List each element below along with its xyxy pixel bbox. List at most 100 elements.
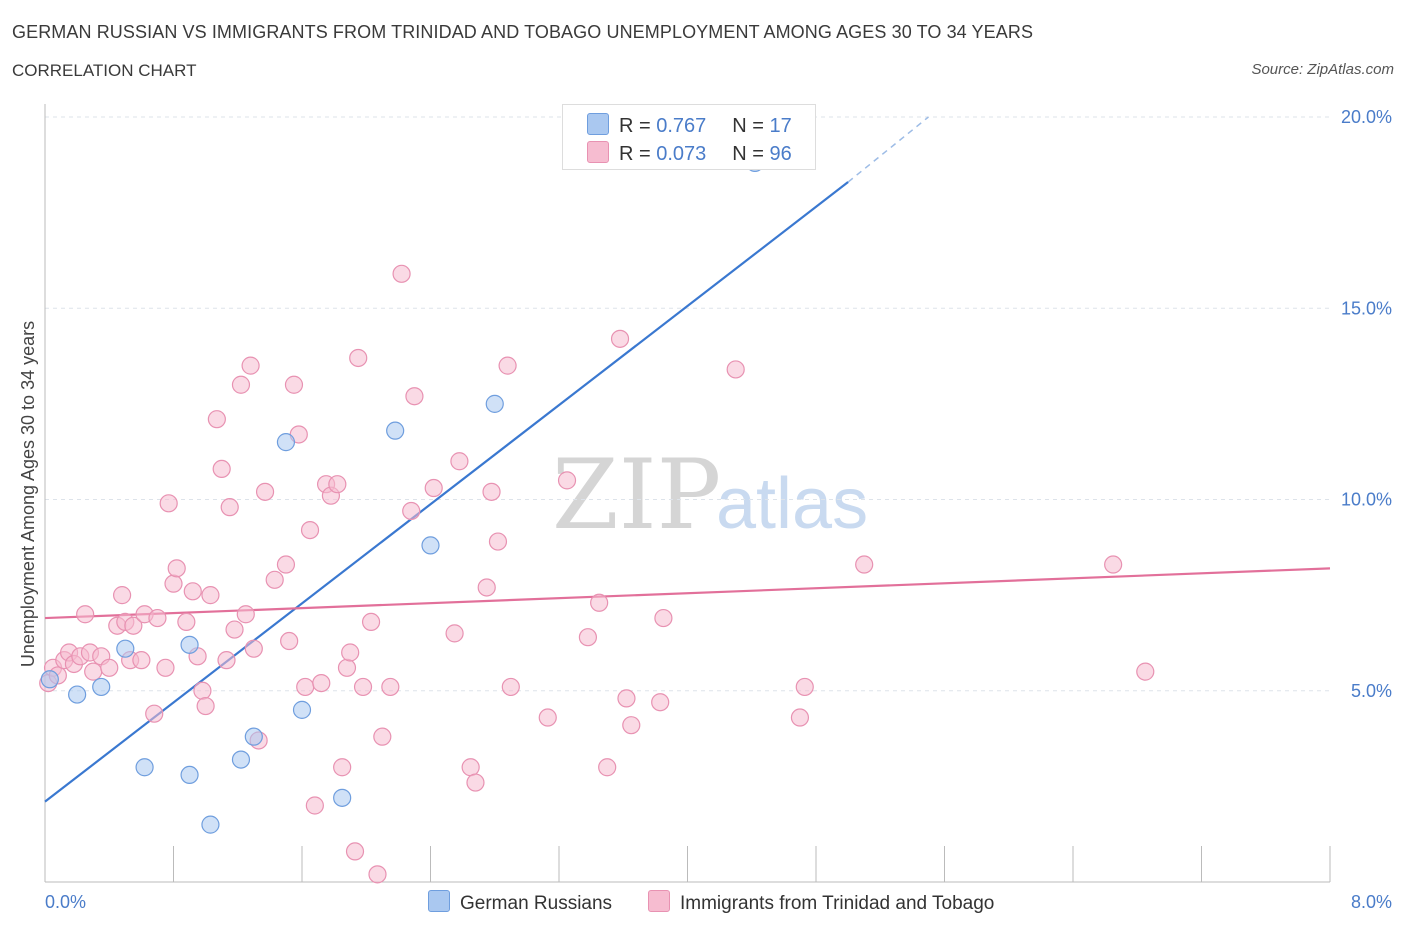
point-trinidad xyxy=(196,696,215,716)
point-trinidad xyxy=(345,842,365,861)
point-trinidad xyxy=(231,375,251,394)
point-trinidad xyxy=(300,520,320,540)
watermark-zip: ZIP xyxy=(552,439,721,551)
y-tick-label: 5.0% xyxy=(1351,681,1392,701)
legend-swatch-pink xyxy=(648,890,670,912)
point-trinidad xyxy=(220,498,239,517)
point-trinidad xyxy=(617,689,636,708)
stats-legend: R = 0.767 N = 17 R = 0.073 N = 96 xyxy=(562,104,816,170)
stats-row-german-russians: R = 0.767 N = 17 xyxy=(587,113,792,139)
point-german-russians xyxy=(92,677,111,697)
point-trinidad xyxy=(333,758,352,777)
point-trinidad xyxy=(145,704,164,723)
source-label: Source: ZipAtlas.com xyxy=(1251,61,1394,78)
watermark-atlas: atlas xyxy=(716,464,868,544)
watermark: ZIP atlas xyxy=(552,439,868,551)
point-trinidad xyxy=(726,360,745,379)
legend-label: Immigrants from Trinidad and Tobago xyxy=(680,893,995,914)
r-value: 0.767 xyxy=(656,115,707,137)
point-german-russians xyxy=(485,394,504,413)
point-trinidad xyxy=(353,677,373,697)
point-trinidad xyxy=(373,727,392,746)
point-trinidad xyxy=(578,628,598,647)
point-trinidad xyxy=(225,620,244,639)
grid xyxy=(45,116,1330,692)
y-axis-label: Unemployment Among Ages 30 to 34 years xyxy=(18,321,38,667)
point-trinidad xyxy=(405,387,424,406)
point-trinidad xyxy=(1136,662,1155,681)
chart-subtitle: CORRELATION CHART xyxy=(12,61,197,80)
point-trinidad xyxy=(501,677,520,697)
point-german-russians xyxy=(68,685,87,704)
point-german-russians xyxy=(180,765,199,785)
point-trinidad xyxy=(284,375,304,394)
point-trinidad xyxy=(392,264,411,283)
point-trinidad xyxy=(212,459,231,478)
point-trinidad xyxy=(236,605,255,624)
legend-item-german-russians: German Russians xyxy=(428,890,612,915)
point-trinidad xyxy=(201,586,220,605)
point-german-russians xyxy=(201,815,220,834)
point-trinidad xyxy=(124,616,143,635)
point-trinidad xyxy=(183,582,202,601)
point-trinidad xyxy=(164,574,183,593)
point-trinidad xyxy=(622,716,641,735)
point-trinidad xyxy=(450,452,469,471)
point-trinidad xyxy=(280,631,299,651)
point-german-russians xyxy=(180,635,199,654)
point-trinidad xyxy=(241,356,260,375)
point-trinidad xyxy=(488,532,508,551)
r-value: 0.073 xyxy=(656,143,707,165)
trend-line-extension xyxy=(847,116,929,183)
point-trinidad xyxy=(368,865,387,884)
legend-swatch-blue xyxy=(428,890,450,912)
axes xyxy=(44,104,1331,883)
trend-line-german-russians xyxy=(44,181,849,803)
point-trinidad xyxy=(654,608,673,628)
point-german-russians xyxy=(421,536,440,555)
r-label: R = xyxy=(619,143,657,165)
point-german-russians xyxy=(276,433,296,452)
point-trinidad xyxy=(1104,555,1123,574)
n-value: 96 xyxy=(769,143,792,165)
point-trinidad xyxy=(112,586,132,605)
point-trinidad xyxy=(538,708,557,727)
legend-item-trinidad: Immigrants from Trinidad and Tobago xyxy=(648,890,994,915)
point-trinidad xyxy=(296,677,315,697)
point-trinidad xyxy=(156,658,175,677)
point-trinidad xyxy=(466,773,485,792)
point-trinidad xyxy=(276,555,296,574)
point-trinidad xyxy=(159,494,178,513)
point-trinidad xyxy=(498,356,517,375)
point-trinidad xyxy=(207,410,226,429)
point-trinidad xyxy=(349,348,368,368)
trend-line-trinidad xyxy=(44,567,1331,620)
point-trinidad xyxy=(402,501,421,521)
point-german-russians xyxy=(40,670,59,689)
point-trinidad xyxy=(84,662,103,681)
point-trinidad xyxy=(461,758,480,777)
point-trinidad xyxy=(255,482,275,501)
point-trinidad xyxy=(651,693,670,712)
point-trinidad xyxy=(312,673,331,693)
point-trinidad xyxy=(76,605,95,624)
data-points xyxy=(39,153,1155,884)
r-label: R = xyxy=(619,115,657,137)
point-trinidad xyxy=(610,329,630,348)
n-label: N = xyxy=(732,143,770,165)
point-trinidad xyxy=(148,608,167,628)
point-trinidad xyxy=(855,555,874,574)
point-trinidad xyxy=(598,758,617,777)
n-value: 17 xyxy=(769,115,792,137)
tick-labels: 5.0% 10.0% 15.0% 20.0% 0.0% 8.0% xyxy=(45,107,1392,912)
point-trinidad xyxy=(244,639,263,658)
point-trinidad xyxy=(100,658,119,677)
point-trinidad xyxy=(265,570,284,589)
point-trinidad xyxy=(167,559,186,578)
point-trinidad xyxy=(193,681,212,700)
point-german-russians xyxy=(135,758,154,777)
point-german-russians xyxy=(386,421,405,440)
stats-row-trinidad: R = 0.073 N = 96 xyxy=(587,141,792,167)
point-trinidad xyxy=(341,643,360,662)
